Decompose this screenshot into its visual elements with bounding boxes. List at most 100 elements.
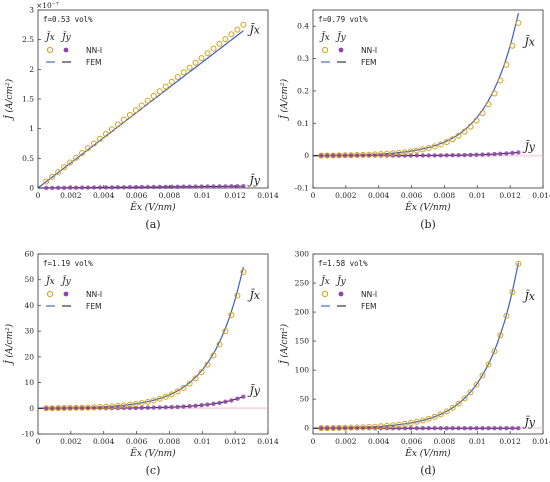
x-tick-label: 0.01 [194,437,211,446]
nn-jx-marker [419,146,426,153]
nn-jx-marker [174,74,181,80]
nn-jx-marker [91,140,97,147]
x-tick-label: 0.008 [434,191,456,200]
nn-jy-marker [462,426,467,431]
nn-jy-marker [414,153,419,158]
nn-jy-marker [325,153,330,158]
nn-jy-marker [492,426,497,431]
nn-jy-marker [486,152,491,157]
nn-jx-marker [443,139,450,146]
nn-jy-marker [354,153,360,158]
nn-jx-marker [360,424,366,431]
x-tick-label: 0.004 [368,191,390,200]
nn-jx-marker [180,384,187,391]
nn-jy-marker [50,185,55,191]
nn-jx-marker [491,348,498,355]
x-tick-label: 0.002 [335,191,357,200]
nn-jx-marker [342,424,349,431]
nn-jy-marker [205,402,210,407]
x-tick-label: 0.014 [257,191,279,200]
nn-jy-marker [486,426,491,431]
nn-jy-marker [229,184,234,189]
panel-caption: (c) [146,464,161,477]
nn-jx-marker [449,136,456,143]
y-tick-label: 1 [29,124,34,133]
nn-jx-marker [120,402,127,409]
nn-jx-marker [138,102,145,109]
legend-symbol-jy: J̄y [335,31,347,43]
nn-jx-marker [49,173,56,180]
nn-jx-marker [144,398,151,405]
nn-jx-marker [222,328,229,335]
volume-fraction-annotation: f=0.53 vol% [43,15,93,24]
legend-symbol-jy: J̄y [335,275,347,287]
nn-jy-marker [85,185,91,190]
x-axis-label: Ēx (V/nm) [129,201,176,213]
nn-jx-marker [228,31,235,38]
x-tick-label: 0.004 [93,191,115,200]
nn-jx-marker [43,178,50,185]
nn-jx-marker [97,404,103,410]
nn-jx-marker [389,422,396,429]
legend-symbol-jx: J̄x [319,31,330,43]
nn-jy-marker [438,426,443,431]
nn-jy-marker [319,426,324,431]
nn-jy-marker [56,185,61,190]
nn-jx-marker [401,149,408,156]
volume-fraction-annotation: f=1.58 vol% [318,259,368,268]
nn-jy-marker [133,185,138,190]
nn-jy-marker [480,426,485,431]
nn-jy-marker [456,153,461,158]
nn-jx-marker [509,42,516,49]
x-tick-label: 0.01 [469,191,486,200]
nn-jx-marker [73,404,80,411]
nn-jy-marker [408,426,413,431]
nn-jy-marker [199,184,204,189]
y-tick-label: 1.5 [22,95,34,104]
nn-jx-marker [348,152,355,159]
nn-jx-marker [126,401,133,408]
nn-jx-marker [43,405,50,412]
curve-label-jy: J̄y [247,385,260,398]
nn-jy-marker [492,151,497,157]
nn-jy-marker [109,185,115,190]
nn-jy-marker [319,153,324,158]
nn-jx-marker [330,425,337,431]
y-tick-label: 0 [304,151,309,160]
legend-marker-nn-x [321,290,329,298]
nn-jx-marker [61,164,68,171]
x-tick-label: 0.006 [126,437,148,446]
legend-label-nn: NN-I [86,46,102,55]
nn-jx-marker [180,69,187,76]
nn-jy-marker [241,394,246,399]
panel-caption: (a) [145,218,160,231]
y-tick-label: 10 [24,378,34,387]
nn-jx-marker [419,417,426,424]
nn-jy-marker [50,406,55,411]
nn-jy-marker [420,426,425,431]
legend-label-fem: FEM [361,302,377,311]
nn-jx-marker [204,50,211,57]
nn-jx-marker [49,405,56,412]
y-tick-label: 0 [29,404,34,413]
nn-jx-marker [150,397,157,404]
legend-symbol-jx: J̄x [44,275,55,287]
nn-jx-marker [318,425,325,432]
nn-jx-marker [138,400,145,406]
nn-jx-marker [372,423,378,430]
x-tick-label: 0.006 [126,191,148,200]
nn-jx-marker [216,341,223,348]
nn-jy-marker [474,152,479,157]
nn-jy-marker [468,426,473,431]
nn-jx-marker [461,395,468,402]
nn-jx-marker [55,405,62,412]
nn-jy-marker [229,398,234,403]
nn-jx-marker [108,126,115,133]
panel-b: 00.0020.0040.0060.0080.010.0120.014-0.10… [278,9,550,231]
y-tick-label: 0.4 [297,22,309,31]
nn-jx-marker [103,131,109,137]
nn-jx-marker [108,403,115,410]
nn-jy-marker [97,185,103,190]
nn-jy-marker [456,426,461,431]
legend-symbol-jx: J̄x [44,31,55,43]
